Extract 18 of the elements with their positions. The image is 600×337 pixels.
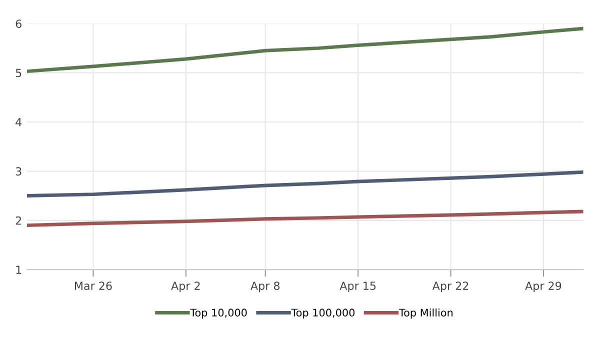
legend-label: Top Million [398, 308, 452, 319]
legend-label: Top 100,000 [291, 308, 355, 319]
x-tick-label: Apr 8 [250, 282, 280, 292]
line-series [27, 210, 584, 228]
y-tick-label: 1 [16, 266, 22, 274]
y-tick-label: 3 [16, 167, 22, 176]
line-series [27, 170, 584, 198]
x-tick-label: Mar 26 [74, 282, 112, 290]
x-tick-label: Apr 22 [432, 282, 468, 292]
y-tick-label: 5 [16, 68, 22, 78]
x-tick-label: Apr 2 [171, 282, 200, 292]
y-tick-label: 6 [16, 20, 22, 28]
x-tick-label: Apr 29 [525, 282, 562, 292]
x-tick-label: Apr 15 [340, 282, 376, 292]
y-tick-label: 2 [16, 216, 22, 225]
line-series [27, 26, 584, 74]
legend-label: Top 10,000 [190, 308, 247, 319]
y-tick-label: 4 [16, 118, 22, 126]
